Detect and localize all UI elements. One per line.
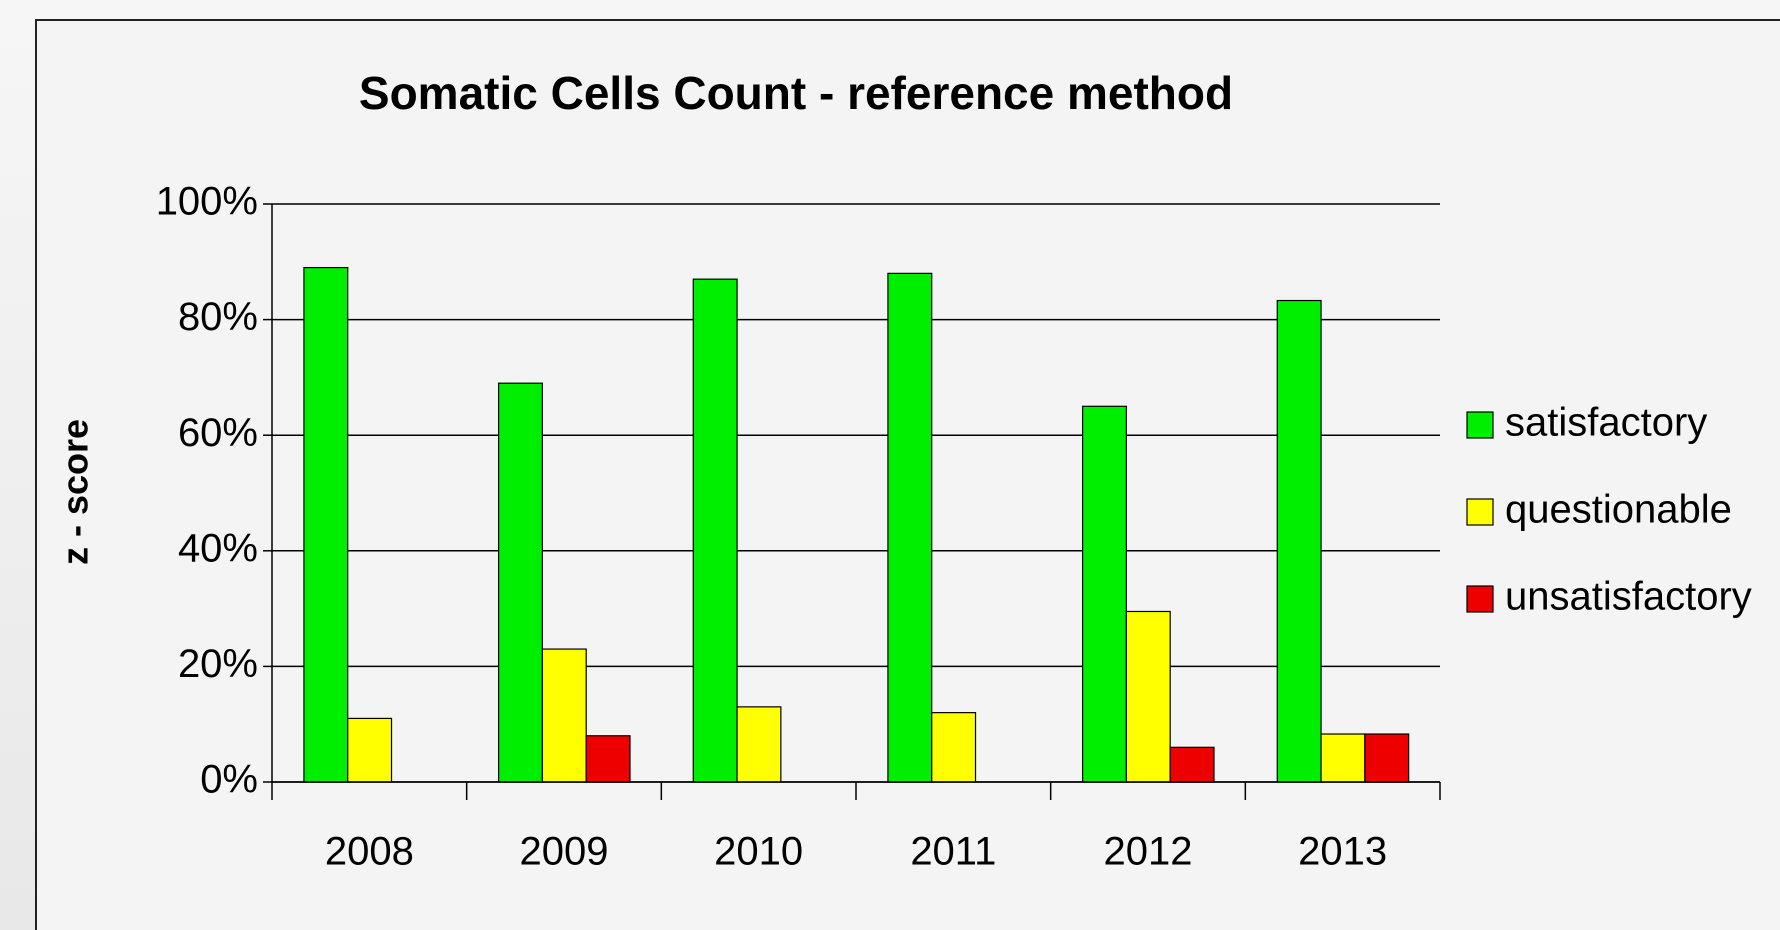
x-tick-label: 2008 [325,830,414,874]
bar [1125,610,1171,783]
legend-label: questionable [1505,488,1732,532]
bar [1276,299,1322,783]
bar [1169,746,1215,783]
bar [497,382,543,783]
y-tick-label: 100% [156,180,258,224]
x-tick-label: 2011 [910,830,996,874]
bar [303,266,349,783]
bar [931,712,977,783]
x-tick-label: 2012 [1104,830,1193,874]
y-tick-label: 80% [178,295,258,339]
legend-swatch [1466,411,1494,439]
y-tick-label: 60% [178,411,258,455]
x-tick-label: 2010 [714,830,803,874]
y-tick-label: 0% [200,758,258,802]
legend-label: unsatisfactory [1505,575,1752,619]
bar [347,717,393,783]
bar [887,272,933,783]
bar [541,648,587,783]
chart-title: Somatic Cells Count - reference method [359,67,1233,119]
y-axis-title: z - score [55,419,96,565]
bar [692,278,738,783]
x-tick-label: 2013 [1298,830,1387,874]
bar [585,735,631,783]
legend-swatch [1466,585,1494,613]
x-tick-label: 2009 [520,830,609,874]
y-tick-label: 40% [178,526,258,570]
bar [1364,733,1410,783]
bar [1320,733,1366,783]
bar [1081,405,1127,783]
y-tick-label: 20% [178,642,258,686]
bar [736,706,782,783]
legend-swatch [1466,498,1494,526]
legend-label: satisfactory [1505,401,1707,445]
